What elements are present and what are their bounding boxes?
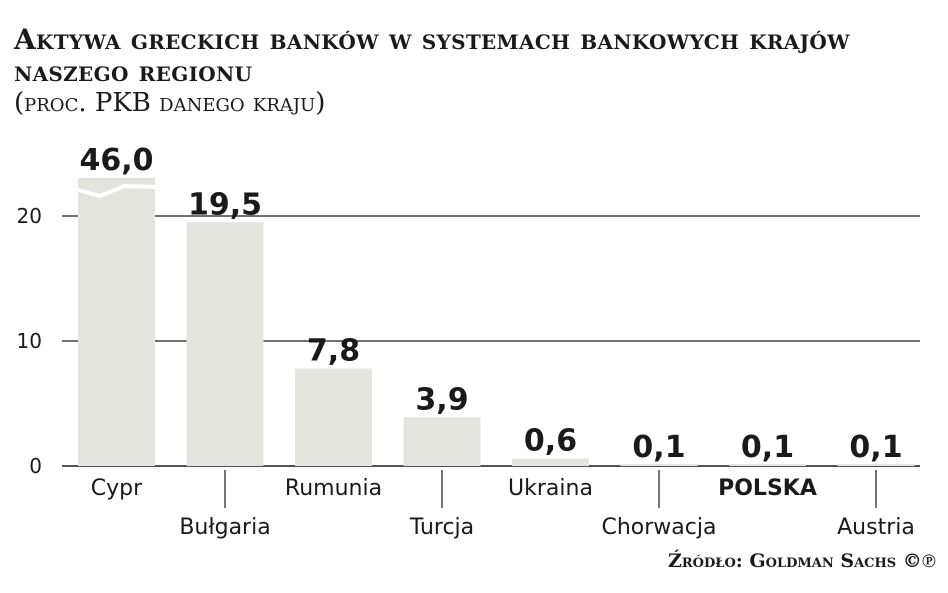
bar <box>295 368 372 466</box>
bar <box>186 222 264 466</box>
label-layer: 46,0 Cypr 19,5 Bułgaria 7,8 Rumunia 3,9 Turcja 0… <box>79 143 914 540</box>
bar-value-label: 19,5 <box>188 187 262 222</box>
bar-value-label: 0,1 <box>741 430 794 465</box>
category-label: Cypr <box>91 476 143 501</box>
category-label: Austria <box>837 515 915 540</box>
grid-layer: 0 10 20 <box>17 204 920 478</box>
bar <box>837 464 915 466</box>
y-tick-label: 20 <box>17 204 42 228</box>
bar <box>729 464 806 466</box>
bar <box>620 464 698 466</box>
bar <box>512 458 589 466</box>
axis-break-marker <box>77 183 156 199</box>
source-note: Źródło: Goldman Sachs ©℗ <box>667 550 936 572</box>
chart-subtitle: (proc. PKB danego kraju) <box>14 88 326 118</box>
chart-title: Aktywa greckich banków w systemach banko… <box>14 23 850 88</box>
category-label: POLSKA <box>718 476 817 501</box>
bar-value-label: 3,9 <box>415 382 468 417</box>
category-label: Ukraina <box>508 476 593 501</box>
y-tick-label: 10 <box>17 329 42 353</box>
bar <box>403 417 481 466</box>
bar-value-label: 7,8 <box>307 334 360 369</box>
category-label: Turcja <box>409 515 474 540</box>
category-label: Rumunia <box>285 476 382 501</box>
bar-value-label: 0,1 <box>632 430 685 465</box>
y-tick-label: 0 <box>29 454 42 478</box>
bar-value-label: 0,6 <box>524 424 577 459</box>
category-label: Bułgaria <box>179 515 270 540</box>
category-label: Chorwacja <box>602 515 717 540</box>
bar-value-label: 0,1 <box>849 430 902 465</box>
bar-layer <box>77 178 915 466</box>
bar-value-label: 46,0 <box>79 143 153 178</box>
bar <box>78 178 155 466</box>
